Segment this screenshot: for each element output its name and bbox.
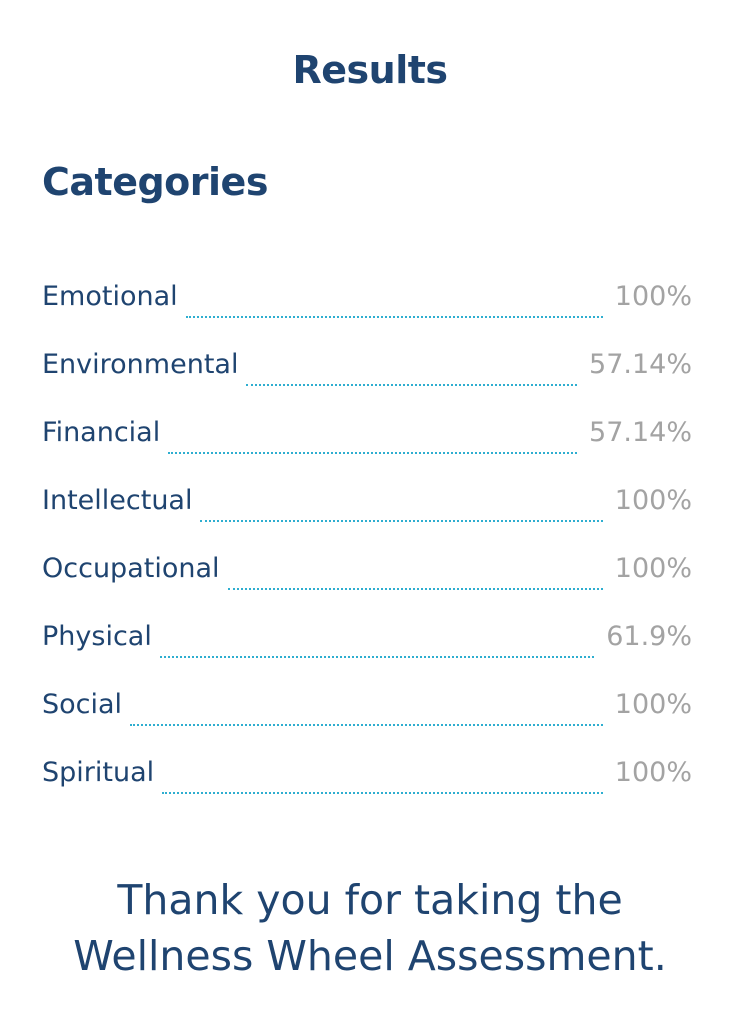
- category-row-financial: Financial 57.14%: [42, 406, 692, 474]
- category-row-social: Social 100%: [42, 678, 692, 746]
- category-list: Emotional 100% Environmental 57.14% Fina…: [42, 270, 692, 814]
- dotted-leader: [185, 316, 603, 318]
- categories-heading: Categories: [42, 160, 268, 204]
- category-label: Spiritual: [42, 757, 155, 788]
- category-label: Social: [42, 689, 123, 720]
- category-score: 100%: [614, 757, 692, 788]
- category-row-environmental: Environmental 57.14%: [42, 338, 692, 406]
- category-score: 57.14%: [589, 349, 692, 380]
- dotted-leader: [200, 520, 603, 522]
- category-row-physical: Physical 61.9%: [42, 610, 692, 678]
- dotted-leader: [159, 656, 595, 658]
- dotted-leader: [246, 384, 578, 386]
- dotted-leader: [130, 724, 603, 726]
- dotted-leader: [227, 588, 603, 590]
- dotted-leader: [162, 792, 603, 794]
- category-label: Physical: [42, 621, 152, 652]
- thank-you-line-2: Wellness Wheel Assessment.: [73, 932, 667, 980]
- category-score: 100%: [614, 485, 692, 516]
- page-title: Results: [292, 48, 448, 92]
- thank-you-line-1: Thank you for taking the: [117, 876, 623, 924]
- category-score: 100%: [614, 553, 692, 584]
- category-row-emotional: Emotional 100%: [42, 270, 692, 338]
- category-score: 100%: [614, 281, 692, 312]
- category-score: 100%: [614, 689, 692, 720]
- category-row-spiritual: Spiritual 100%: [42, 746, 692, 814]
- category-row-occupational: Occupational 100%: [42, 542, 692, 610]
- thank-you-message: Thank you for taking the Wellness Wheel …: [0, 872, 740, 984]
- category-label: Financial: [42, 417, 161, 448]
- dotted-leader: [168, 452, 578, 454]
- category-label: Occupational: [42, 553, 220, 584]
- category-score: 57.14%: [589, 417, 692, 448]
- category-label: Emotional: [42, 281, 178, 312]
- category-row-intellectual: Intellectual 100%: [42, 474, 692, 542]
- category-score: 61.9%: [606, 621, 692, 652]
- category-label: Environmental: [42, 349, 239, 380]
- category-label: Intellectual: [42, 485, 193, 516]
